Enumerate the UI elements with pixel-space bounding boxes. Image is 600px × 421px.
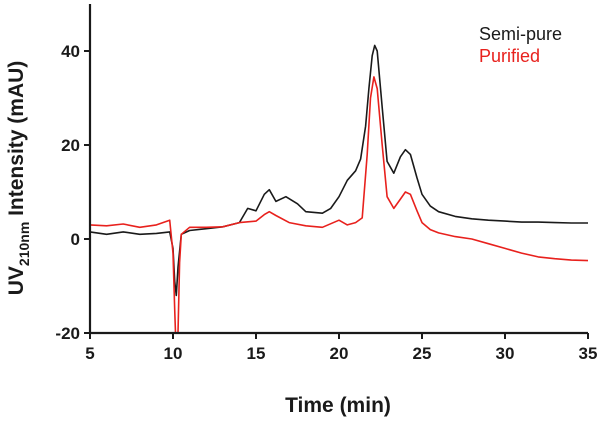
x-tick-label: 35 xyxy=(579,344,598,363)
x-tick-label: 5 xyxy=(85,344,94,363)
x-tick-label: 25 xyxy=(413,344,432,363)
axes: 5 10 15 20 25 30 35 -20 0 20 40 xyxy=(55,4,597,363)
legend-entry-semi-pure: Semi-pure xyxy=(479,24,562,44)
y-tick-label: 40 xyxy=(61,42,80,61)
y-tick-label: 0 xyxy=(71,230,80,249)
x-axis-title: Time (min) xyxy=(285,394,391,417)
x-tick-label: 20 xyxy=(330,344,349,363)
series-line-semi-pure xyxy=(89,44,588,297)
y-axis-title: UV210nm Intensity (mAU) xyxy=(5,61,32,296)
legend-entry-purified: Purified xyxy=(479,46,540,66)
x-tick-label: 10 xyxy=(164,344,183,363)
y-axis-title-subscript: 210nm xyxy=(16,222,32,266)
x-tick-label: 15 xyxy=(247,344,266,363)
plot-area xyxy=(89,44,589,334)
y-tick-label: 20 xyxy=(61,136,80,155)
y-tick-label: -20 xyxy=(55,324,80,343)
y-axis-title-main: UV xyxy=(5,266,28,295)
x-tick-label: 30 xyxy=(496,344,515,363)
y-axis-title-rest: Intensity (mAU) xyxy=(5,61,28,222)
series-line-purified xyxy=(89,76,589,334)
